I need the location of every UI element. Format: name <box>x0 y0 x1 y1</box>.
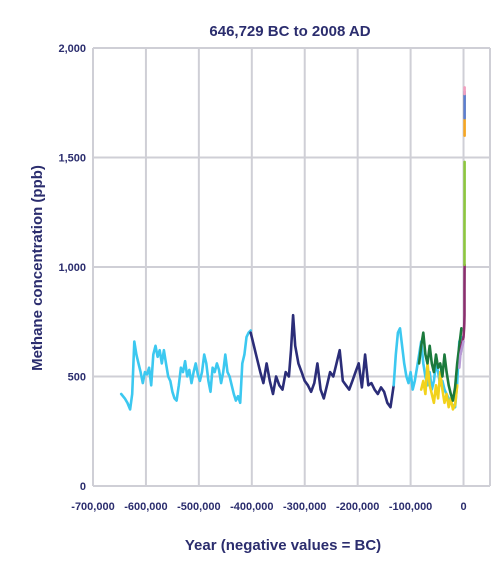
series-line <box>249 313 396 409</box>
x-tick-label: -200,000 <box>336 501 379 513</box>
y-tick-label: 0 <box>80 481 86 493</box>
series-line <box>457 340 465 370</box>
x-tick-label: -300,000 <box>283 501 326 513</box>
y-tick-label: 2,000 <box>58 43 86 55</box>
series-line <box>417 326 463 402</box>
x-axis-label: Year (negative values = BC) <box>185 537 381 554</box>
y-axis-ticks: 0 500 1,000 1,500 2,000 <box>58 43 86 493</box>
x-tick-label: -600,000 <box>124 501 167 513</box>
x-tick-label: -400,000 <box>230 501 273 513</box>
x-tick-label: -100,000 <box>389 501 432 513</box>
x-tick-label: -700,000 <box>71 501 114 513</box>
chart-title: 646,729 BC to 2008 AD <box>209 23 370 40</box>
series-line <box>419 362 459 411</box>
grid-lines <box>92 47 491 487</box>
y-axis-label: Methane concentration (ppb) <box>29 165 46 371</box>
x-tick-label: -500,000 <box>177 501 220 513</box>
series-lines <box>119 86 466 411</box>
y-tick-label: 1,500 <box>58 153 86 165</box>
series-line <box>119 329 252 411</box>
y-tick-label: 1,000 <box>58 262 86 274</box>
x-tick-label: 0 <box>460 501 466 513</box>
x-axis-ticks: -700,000 -600,000 -500,000 -400,000 -300,000… <box>71 501 466 513</box>
y-tick-label: 500 <box>68 372 86 384</box>
